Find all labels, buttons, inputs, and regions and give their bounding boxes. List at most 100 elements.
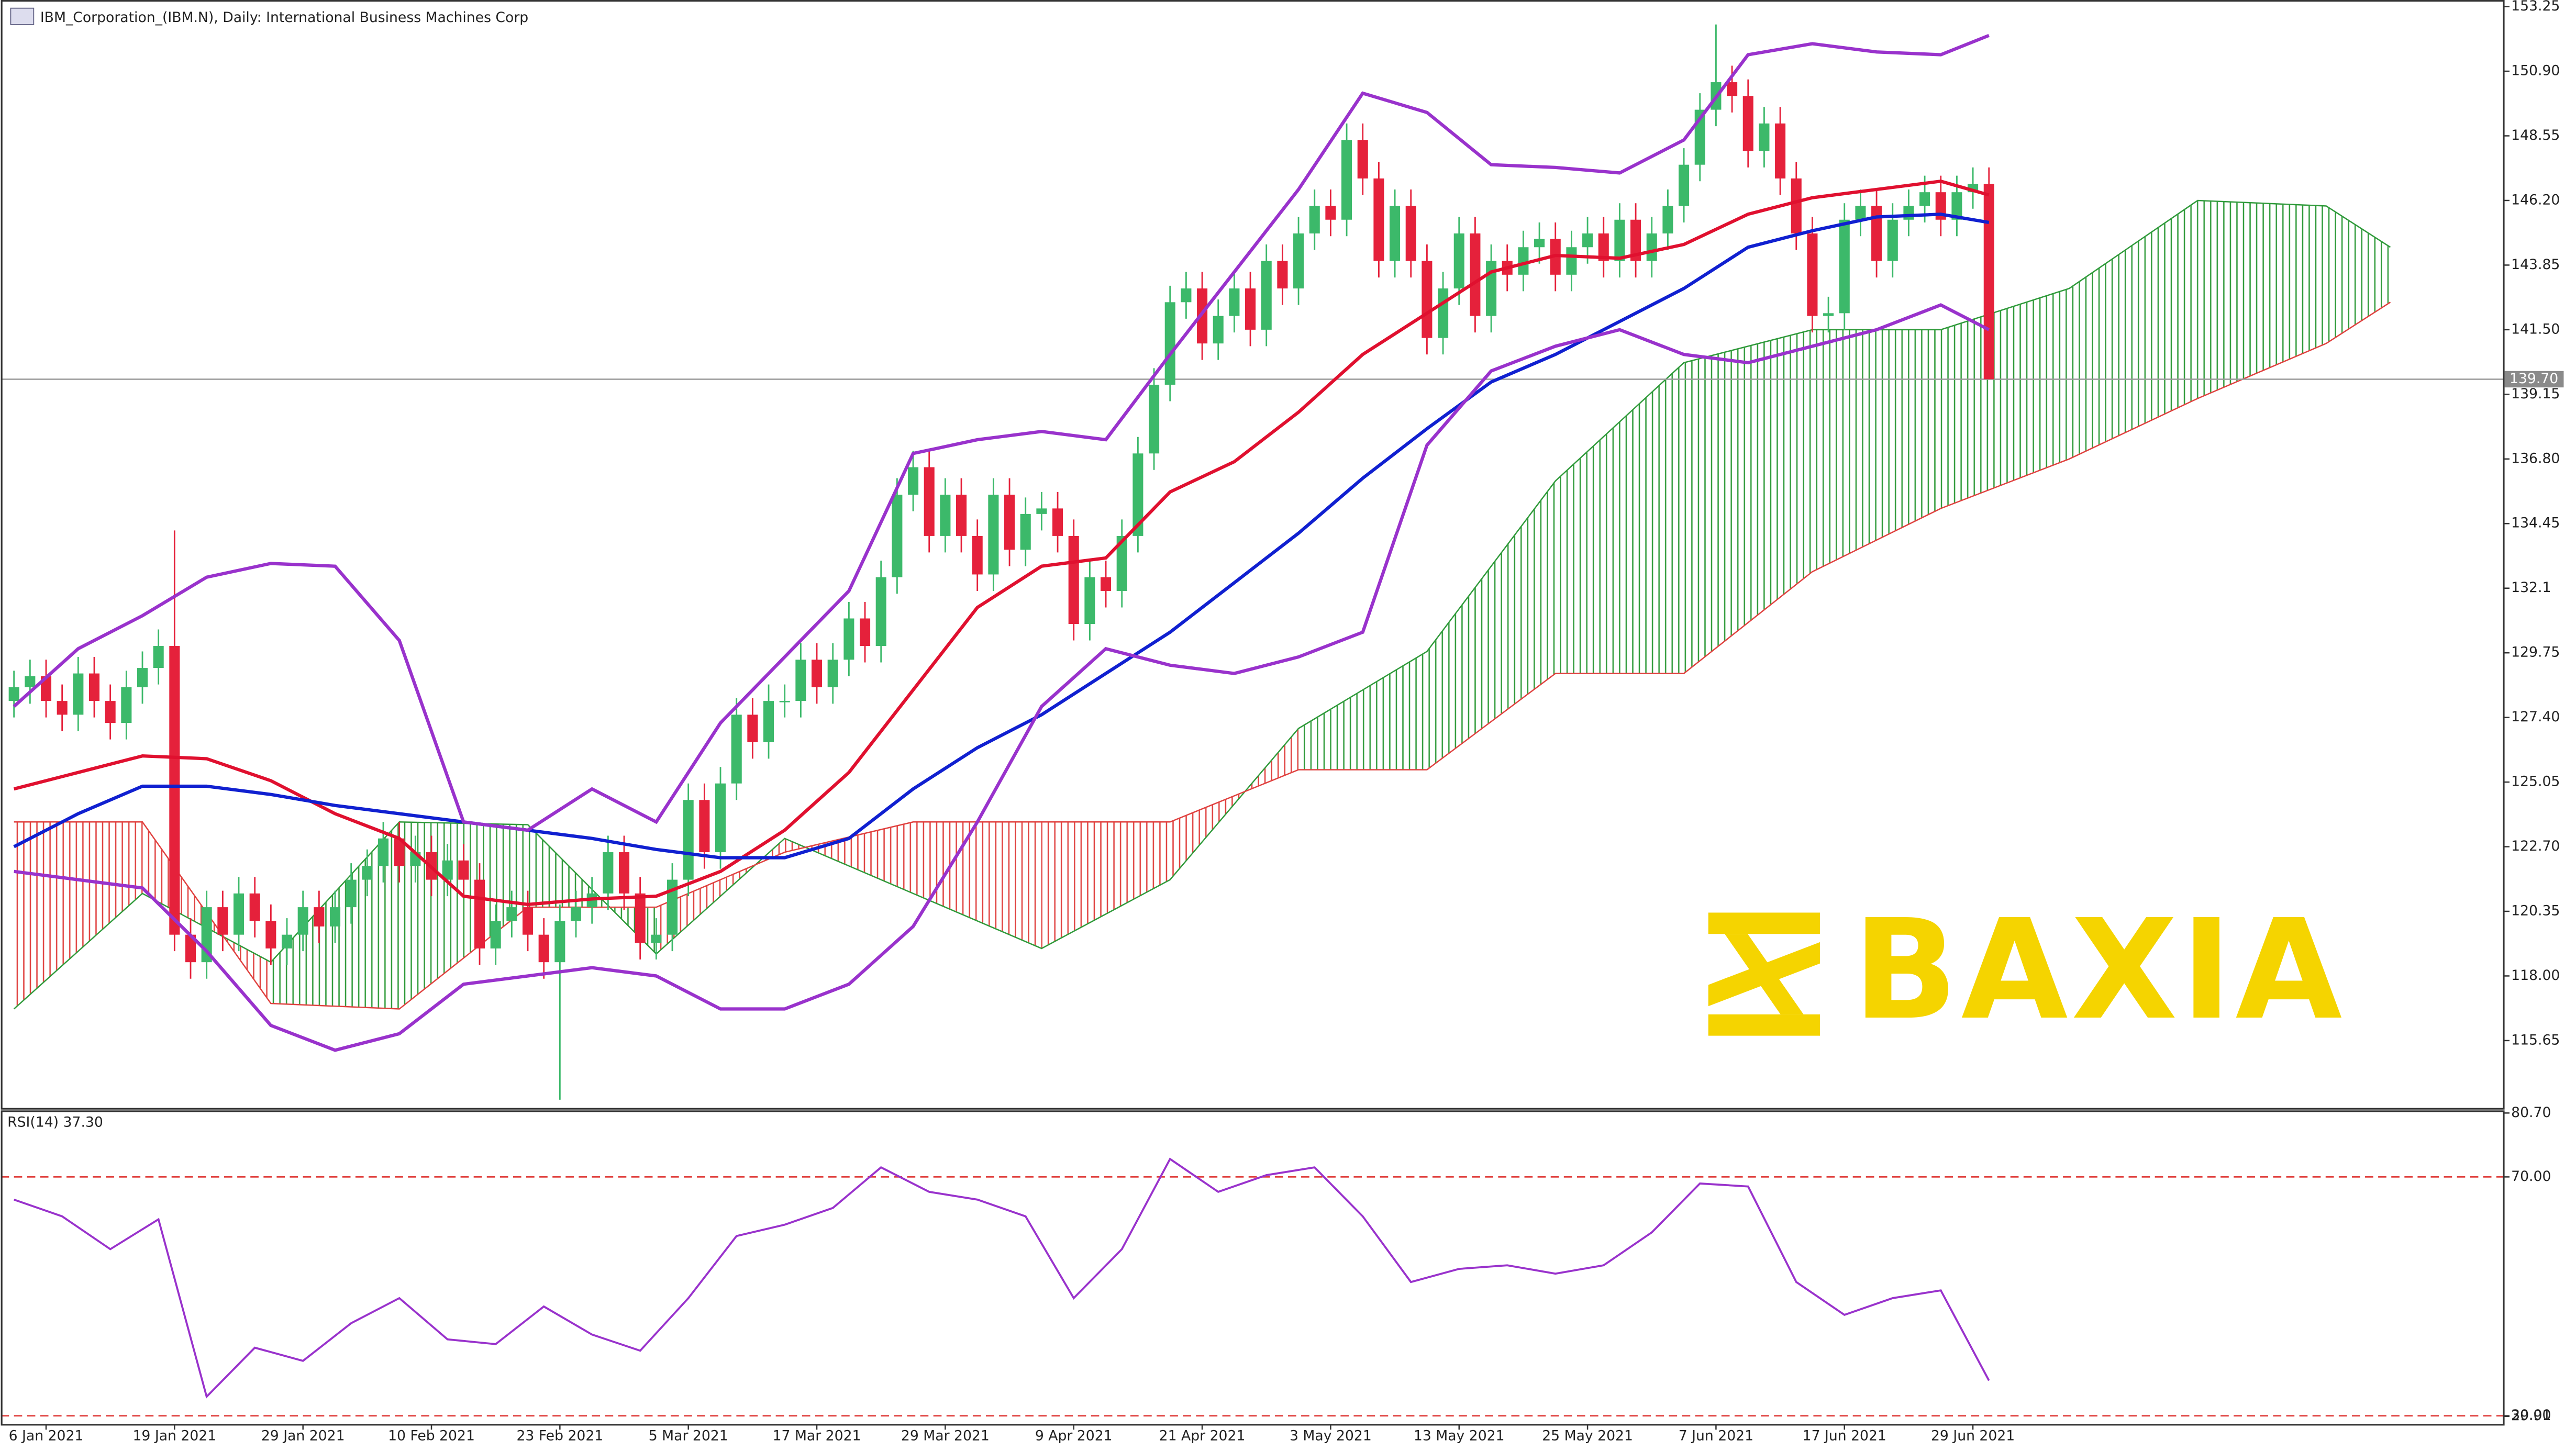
candle-body [314, 907, 325, 927]
candle-body [1422, 261, 1433, 338]
candle-body [1598, 233, 1609, 261]
candle-body [1566, 247, 1577, 275]
candle-body [860, 618, 871, 646]
candle-body [1116, 535, 1127, 591]
candle-body [1518, 247, 1529, 275]
cloud-segment [784, 822, 914, 894]
x-tick-label: 25 May 2021 [1542, 1427, 1633, 1444]
x-tick-label: 23 Feb 2021 [516, 1427, 603, 1444]
candle-body [377, 838, 389, 866]
candle-body [1646, 233, 1657, 261]
x-tick-label: 3 May 2021 [1290, 1427, 1372, 1444]
candle-body [1855, 206, 1866, 220]
rsi-title: RSI(14) 37.30 [7, 1114, 103, 1130]
candle-body [1390, 206, 1401, 261]
candle-body [121, 687, 132, 723]
candle-body [1213, 316, 1224, 344]
y-tick-label: 141.50 [2511, 321, 2560, 337]
cloud-edge [13, 199, 2391, 1010]
candle-body [1887, 219, 1898, 261]
candle-body [362, 866, 373, 880]
candle-body [1373, 178, 1384, 261]
candle-body [1325, 206, 1336, 220]
y-tick-label: 139.15 [2511, 386, 2560, 402]
y-tick-label: 120.35 [2511, 903, 2560, 919]
candle-body [1630, 219, 1641, 261]
rsi-panel-frame [1, 1110, 2505, 1426]
candle-body [1181, 288, 1192, 303]
y-tick-label: 136.80 [2511, 450, 2560, 466]
indicator-line [14, 303, 1990, 1052]
candle-body [538, 934, 549, 963]
candle-body [1614, 219, 1625, 261]
candle-body [25, 676, 36, 687]
logo-bar [1708, 1014, 1820, 1036]
candle-body [667, 879, 678, 935]
candle-body [715, 783, 726, 853]
candle-body [1293, 233, 1304, 289]
y-tick-label: 70.00 [2511, 1168, 2551, 1185]
candle-body [1405, 206, 1416, 261]
candle-body [635, 893, 646, 943]
candle-body [618, 852, 630, 894]
candle-body [554, 921, 565, 963]
candle-body [474, 879, 485, 948]
x-tick-label: 10 Feb 2021 [388, 1427, 475, 1444]
candle-body [1341, 140, 1352, 220]
candle-body [1164, 302, 1175, 385]
candle-body [346, 879, 357, 908]
y-tick-label: 132.1 [2511, 579, 2551, 596]
candle-body [1084, 577, 1095, 624]
candle-body [1727, 82, 1738, 96]
y-tick-label: 115.65 [2511, 1032, 2560, 1048]
y-tick-label: 80.70 [2511, 1104, 2551, 1121]
candle-body [1742, 96, 1753, 151]
candle-body [570, 907, 582, 921]
y-tick-label: 150.90 [2511, 63, 2560, 79]
y-tick-label: 153.25 [2511, 0, 2560, 14]
logo-bar [1708, 912, 1820, 934]
cloud-segment [1298, 651, 1427, 770]
candle-body [892, 495, 903, 577]
candle-body [1357, 140, 1368, 178]
candle-body [185, 934, 196, 963]
candle-body [1759, 123, 1770, 151]
candle-body [105, 701, 116, 723]
y-tick-label: 146.20 [2511, 192, 2560, 208]
candle-body [1438, 288, 1449, 338]
candle-body [458, 860, 469, 880]
cloud-segment [14, 822, 143, 1009]
candle-body [1453, 233, 1464, 289]
y-tick-label: 129.75 [2511, 644, 2560, 661]
y-tick-label: 29.91 [2511, 1408, 2551, 1424]
candle-body [1775, 123, 1786, 178]
candle-body [329, 907, 341, 927]
candle-body [522, 907, 534, 935]
candle-body [972, 535, 983, 575]
candle-body [297, 907, 308, 935]
candle-body [924, 467, 935, 536]
candle-body [683, 800, 694, 880]
candle-body [651, 934, 662, 943]
x-tick-label: 17 Mar 2021 [773, 1427, 861, 1444]
chart-title: IBM_Corporation_(IBM.N), Daily: Internat… [40, 9, 528, 26]
candle-body [1679, 164, 1690, 206]
indicator-line [13, 213, 1990, 860]
candle-body [795, 660, 806, 701]
candle-body [1919, 192, 1930, 206]
x-tick-label: 29 Jun 2021 [1931, 1427, 2015, 1444]
candle-body [747, 715, 758, 742]
candle-body [88, 673, 100, 701]
candle-body [1229, 288, 1240, 316]
candle-body [1261, 261, 1272, 330]
candle-body [1101, 577, 1112, 591]
candle-body [1662, 206, 1673, 234]
candle-body [1791, 178, 1802, 234]
candle-body [137, 668, 148, 687]
candle-body [1839, 219, 1850, 314]
x-tick-label: 5 Mar 2021 [649, 1427, 728, 1444]
price-panel-frame [1, 0, 2505, 1110]
rsi-line [14, 1157, 1990, 1399]
candle-body [1052, 508, 1063, 536]
